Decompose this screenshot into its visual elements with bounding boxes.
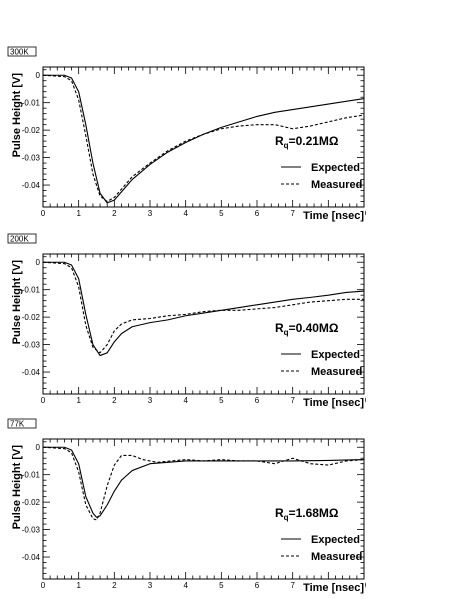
x-tick-label: 5	[219, 581, 224, 590]
y-axis-title: Pulse Height [V]	[11, 73, 23, 158]
temperature-box	[7, 46, 37, 57]
x-tick-label: 5	[219, 396, 224, 405]
x-axis-title: Time [nsec]	[303, 210, 364, 222]
y-tick-label: -0.04	[22, 368, 41, 377]
y-tick-label: -0.03	[22, 154, 41, 163]
rq-annotation: Rq=0.40MΩ	[275, 321, 339, 337]
x-tick-label: 0	[41, 396, 46, 405]
temperature-label: 300K	[10, 48, 29, 57]
legend-label: Expected	[311, 349, 360, 361]
chart-panel-300K: 300K01234567890-0.01-0.02-0.03-0.04Pulse…	[7, 46, 367, 222]
y-tick-label: -0.02	[22, 498, 41, 507]
plot-frame	[42, 66, 365, 208]
x-tick-label: 1	[76, 581, 81, 590]
series-line-expected	[43, 446, 365, 518]
x-tick-label: 7	[290, 209, 295, 218]
x-tick-label: 3	[148, 581, 153, 590]
legend-label: Measured	[311, 366, 362, 378]
x-axis-title-backing	[297, 208, 365, 221]
x-tick-label: 2	[112, 581, 117, 590]
x-tick-label: 7	[290, 396, 295, 405]
chart-panel-77K: 77K01234567890-0.01-0.02-0.03-0.04Pulse …	[7, 418, 367, 594]
panels-container: 300K01234567890-0.01-0.02-0.03-0.04Pulse…	[7, 46, 367, 594]
temperature-box	[7, 418, 37, 429]
x-tick-label: 5	[219, 209, 224, 218]
y-tick-label: 0	[36, 71, 41, 80]
series-line-measured	[42, 446, 365, 521]
x-tick-label: 4	[183, 396, 188, 405]
x-tick-label: 6	[255, 209, 260, 218]
x-axis-title: Time [nsec]	[303, 582, 364, 594]
y-tick-label: -0.01	[22, 286, 41, 295]
legend-label: Expected	[311, 534, 360, 546]
y-tick-label: -0.03	[22, 341, 41, 350]
y-axis-title: Pulse Height [V]	[11, 445, 23, 530]
x-tick-label: 2	[112, 396, 117, 405]
y-tick-label: -0.04	[22, 553, 41, 562]
x-tick-label: 2	[112, 209, 117, 218]
y-tick-label: -0.02	[22, 126, 41, 135]
y-tick-label: -0.01	[22, 471, 41, 480]
x-axis-title-backing	[297, 395, 365, 408]
x-tick-label: 6	[255, 396, 260, 405]
chart-panel-200K: 200K01234567890-0.01-0.02-0.03-0.04Pulse…	[7, 233, 367, 409]
x-tick-label: 3	[148, 209, 153, 218]
y-tick-label: -0.03	[22, 526, 41, 535]
rq-annotation: Rq=0.21MΩ	[275, 134, 339, 150]
series-line-expected	[43, 261, 365, 357]
x-tick-label: 6	[255, 581, 260, 590]
series-line-measured	[42, 261, 364, 354]
y-tick-label: 0	[36, 443, 41, 452]
legend-label: Measured	[311, 179, 362, 191]
x-tick-label: 0	[41, 581, 46, 590]
temperature-box	[7, 233, 37, 244]
temperature-label: 200K	[10, 235, 29, 244]
x-axis-title-backing	[297, 580, 365, 593]
y-tick-label: -0.01	[22, 99, 41, 108]
x-tick-label: 7	[290, 581, 295, 590]
y-tick-label: -0.02	[22, 313, 41, 322]
x-axis-title: Time [nsec]	[303, 397, 364, 409]
rq-annotation: Rq=1.68MΩ	[275, 506, 339, 522]
series-line-expected	[43, 74, 365, 204]
x-tick-label: 3	[148, 396, 153, 405]
y-axis-title: Pulse Height [V]	[11, 260, 23, 345]
plot-frame	[42, 438, 365, 580]
y-tick-label: 0	[36, 258, 41, 267]
x-tick-label: 0	[41, 209, 46, 218]
series-line-measured	[42, 74, 365, 203]
x-tick-label: 4	[183, 209, 188, 218]
x-tick-label: 4	[183, 581, 188, 590]
legend-label: Expected	[311, 162, 360, 174]
x-tick-label: 1	[76, 396, 81, 405]
plot-frame	[42, 253, 365, 395]
y-tick-label: -0.04	[22, 181, 41, 190]
temperature-label: 77K	[10, 420, 25, 429]
legend-label: Measured	[311, 551, 362, 563]
x-tick-label: 1	[76, 209, 81, 218]
